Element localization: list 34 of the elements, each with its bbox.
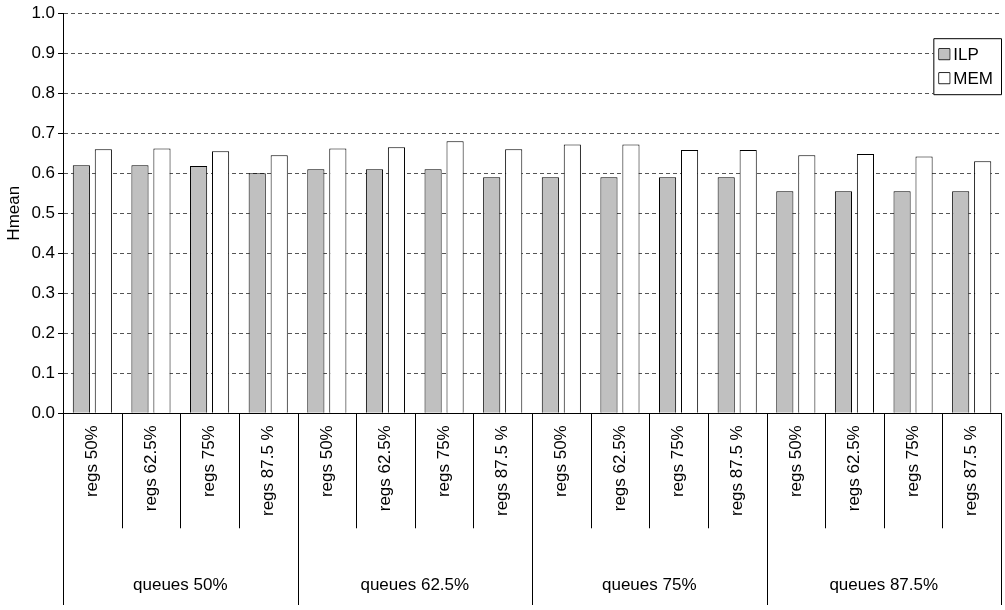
x-tick-label: regs 87.5 % — [492, 425, 512, 517]
x-tick-label: regs 75% — [433, 425, 453, 498]
y-tick-label: 0.3 — [31, 282, 56, 302]
x-tick-label: regs 62.5% — [375, 425, 395, 512]
x-tick-label: regs 87.5 % — [961, 425, 981, 517]
x-tick-label: regs 75% — [902, 425, 922, 498]
x-tick-label: regs 50% — [316, 425, 336, 498]
text: queues 75% — [602, 574, 697, 594]
y-tick-label: 1.0 — [31, 2, 56, 22]
x-tick-label: regs 50% — [785, 425, 805, 498]
x-tick-label: regs 62.5% — [844, 425, 864, 512]
legend-label: MEM — [953, 68, 994, 88]
y-tick-label: 0.5 — [31, 202, 56, 222]
y-tick-label: 0.7 — [31, 122, 56, 142]
y-axis-title: Hmean — [3, 185, 23, 241]
y-tick-label: 0.6 — [31, 162, 56, 182]
x-tick-label: regs 87.5 % — [726, 425, 746, 517]
x-tick-label: regs 50% — [82, 425, 102, 498]
x-tick-label: regs 62.5% — [609, 425, 629, 512]
text: queues 50% — [133, 574, 228, 594]
legend-label: ILP — [953, 44, 979, 64]
y-tick-label: 0.1 — [31, 362, 56, 382]
y-tick-label: 0.0 — [31, 402, 56, 422]
y-tick-label: 0.9 — [31, 42, 56, 62]
text: queues 87.5% — [829, 574, 939, 594]
x-tick-label: regs 50% — [551, 425, 571, 498]
x-tick-label: regs 75% — [199, 425, 219, 498]
y-tick-label: 0.2 — [31, 322, 56, 342]
y-tick-label: 0.8 — [31, 82, 56, 102]
y-tick-label: 0.4 — [31, 242, 56, 262]
x-tick-label: regs 62.5% — [140, 425, 160, 512]
x-tick-label: regs 75% — [668, 425, 688, 498]
text: queues 62.5% — [360, 574, 470, 594]
x-tick-label: regs 87.5 % — [257, 425, 277, 517]
